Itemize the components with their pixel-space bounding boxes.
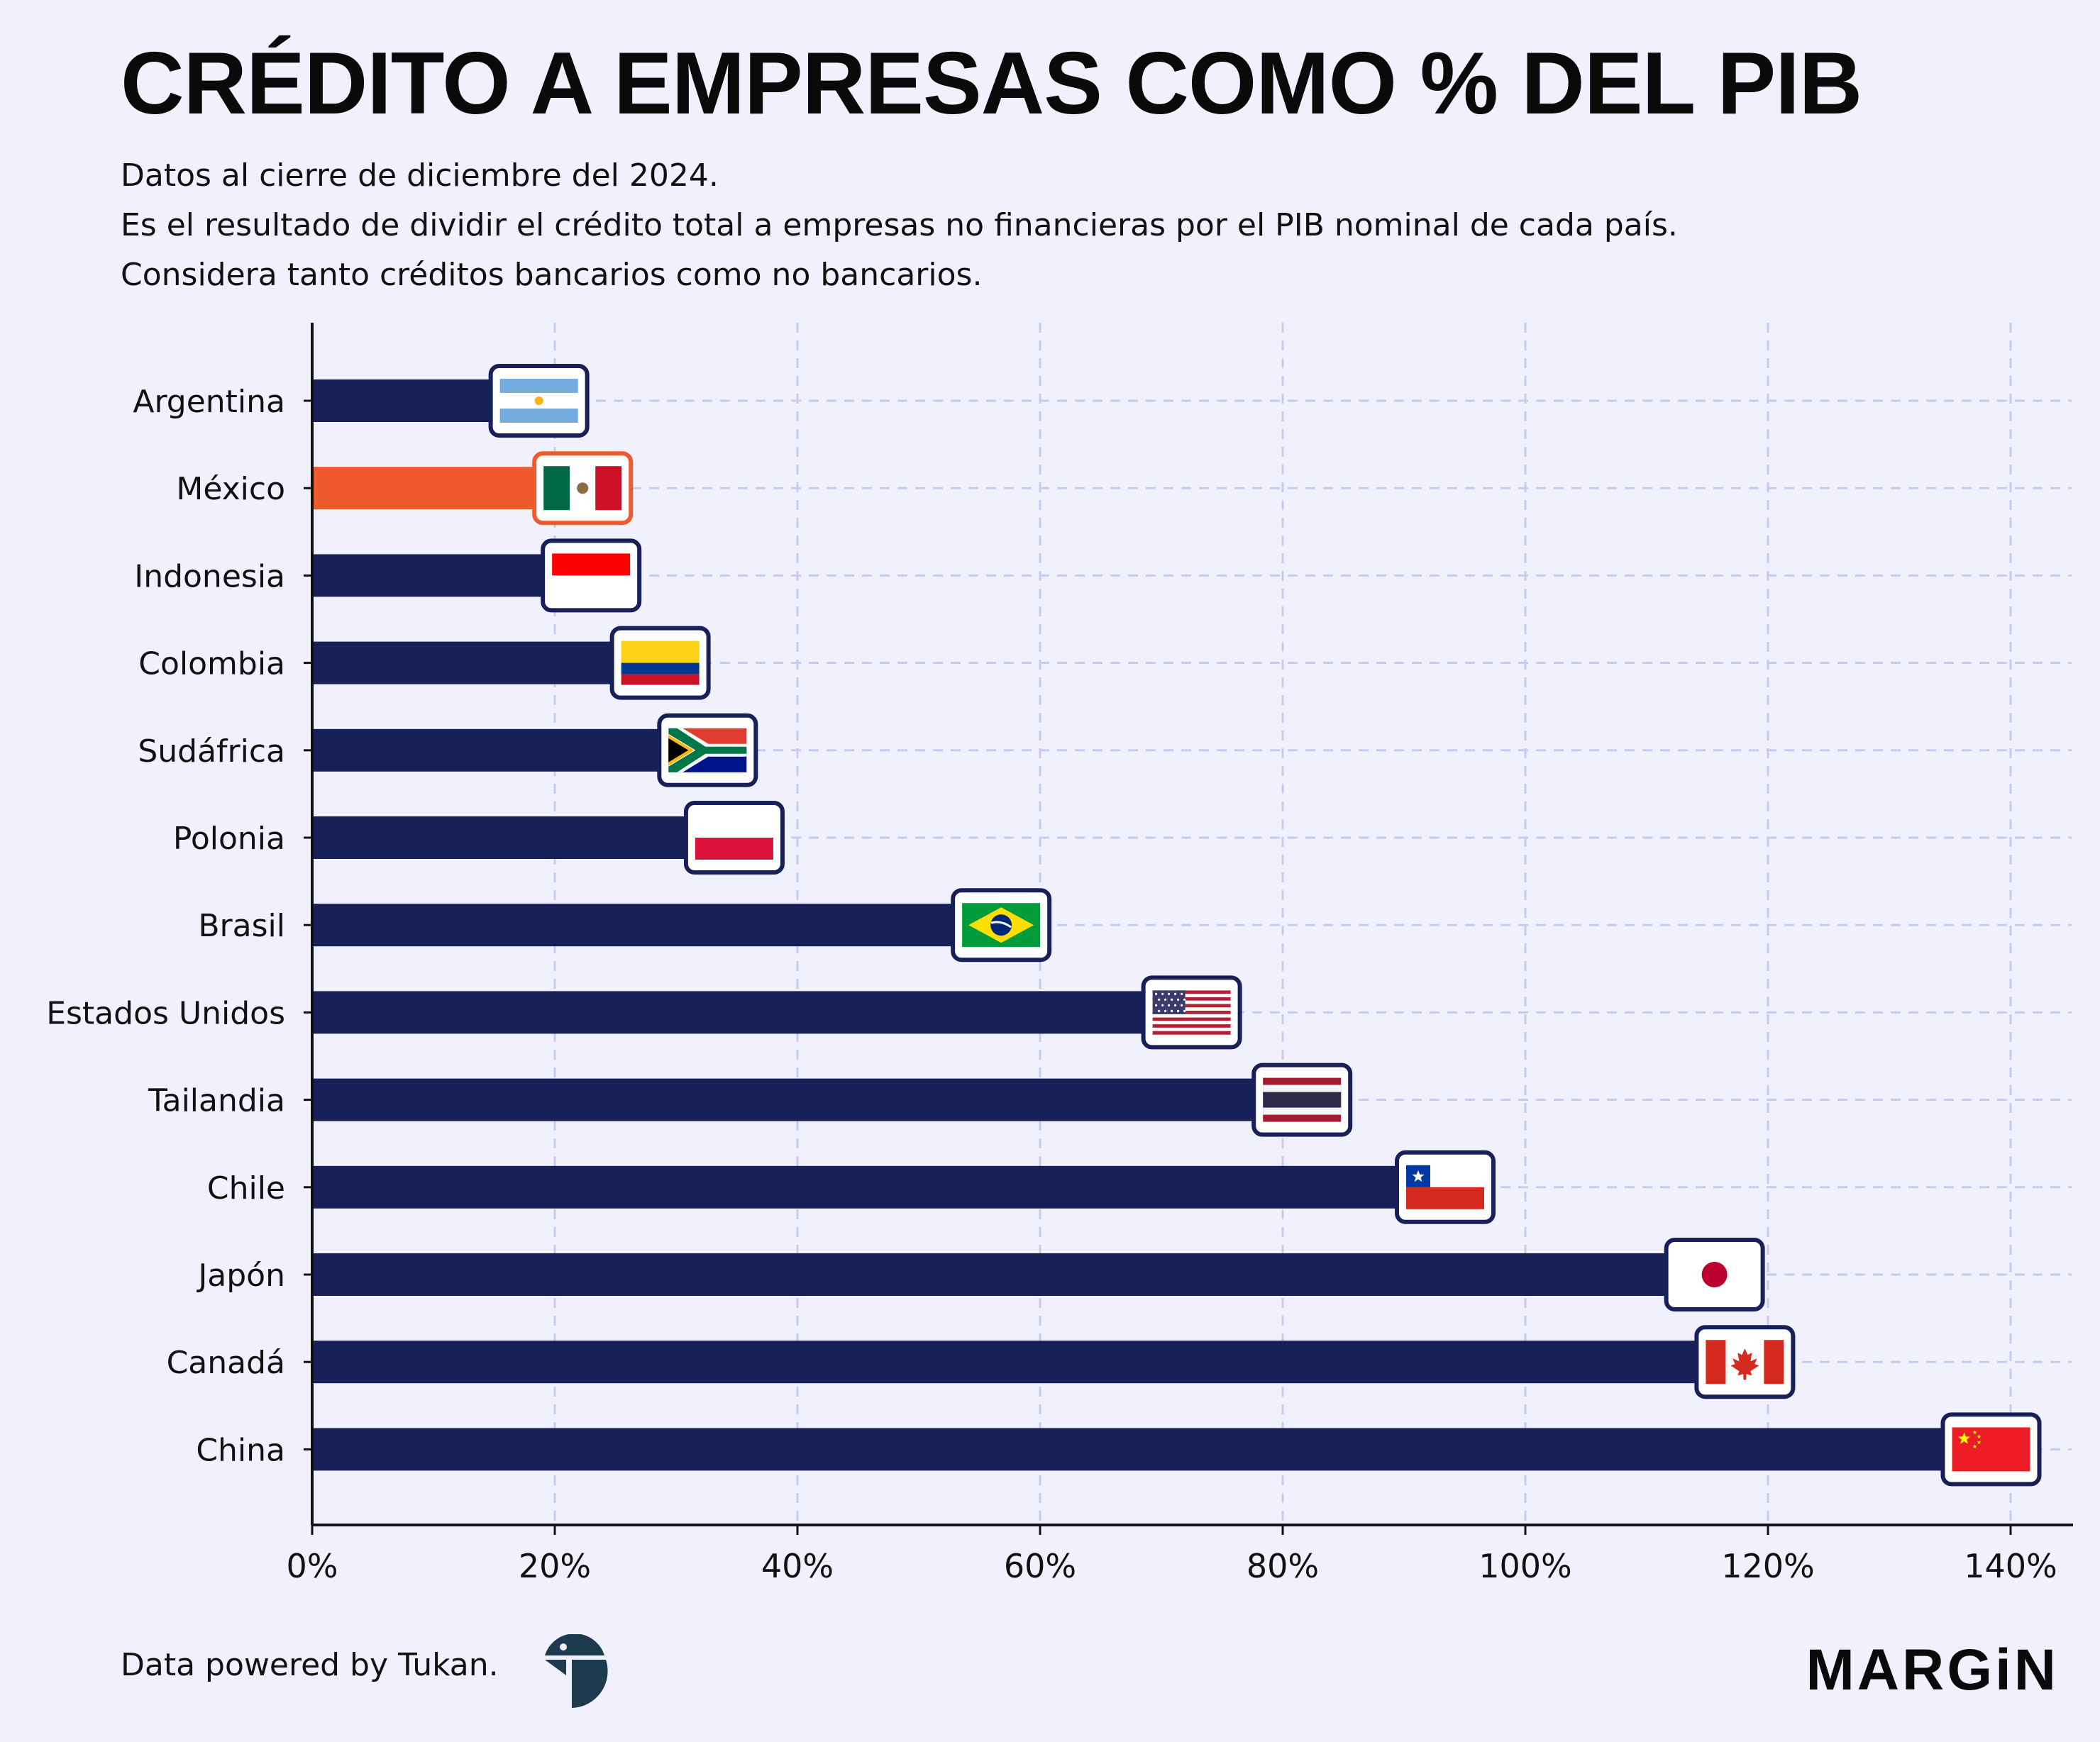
x-tick-label: 100%: [1479, 1547, 1572, 1585]
category-label: Canadá: [167, 1345, 285, 1381]
x-tick-label: 140%: [1964, 1547, 2057, 1585]
flag-badge-usa-flag: [1141, 975, 1242, 1050]
indonesia-flag-icon: [552, 553, 631, 598]
axis-layer: Argentina México Indonesia Colombia Sudáfric…: [46, 323, 2073, 1585]
flag-badge-mexico-flag: [532, 451, 634, 526]
poland-flag-icon: [695, 816, 773, 860]
brazil-flag-icon: [962, 903, 1041, 948]
bar-6: [312, 904, 961, 947]
bar-8: [312, 1078, 1261, 1121]
subtitle-scope: Considera tanto créditos bancarios como …: [121, 257, 983, 293]
x-tick-label: 60%: [1004, 1547, 1076, 1585]
bar-11: [312, 1341, 1704, 1384]
flag-badge-south-africa-flag: [657, 713, 758, 787]
category-label: Polonia: [173, 821, 285, 857]
category-label: Chile: [207, 1170, 285, 1206]
category-label: Argentina: [133, 384, 285, 420]
category-label: Brasil: [198, 908, 285, 944]
flag-badge-china-flag: [1940, 1412, 2042, 1487]
x-tick-label: 20%: [519, 1547, 591, 1585]
bar-10: [312, 1253, 1674, 1296]
bar-4: [312, 728, 667, 772]
tukan-logo-icon: [545, 1634, 608, 1708]
bar-2: [312, 554, 551, 597]
flag-badge-japan-flag: [1664, 1238, 1765, 1311]
canada-flag-icon: [1706, 1340, 1784, 1385]
flag-badge-brazil-flag: [951, 888, 1052, 962]
chart-title: CRÉDITO A EMPRESAS COMO % DEL PIB: [121, 35, 1862, 133]
flag-badge-chile-flag: [1395, 1150, 1496, 1224]
thailand-flag-icon: [1263, 1077, 1342, 1122]
x-tick-label: 0%: [287, 1547, 338, 1585]
flag-badge-poland-flag: [683, 801, 785, 875]
category-label: Sudáfrica: [138, 733, 285, 770]
flags-layer: [488, 364, 2042, 1487]
flag-badge-thailand-flag: [1251, 1063, 1353, 1137]
flag-badge-argentina-flag: [488, 364, 590, 438]
category-label: China: [196, 1432, 285, 1468]
x-tick-label: 40%: [761, 1547, 834, 1585]
category-label: Japón: [196, 1258, 285, 1294]
mexico-flag-icon: [543, 466, 622, 511]
bar-9: [312, 1165, 1404, 1209]
x-tick-label: 120%: [1721, 1547, 1815, 1585]
subtitle-definition: Es el resultado de dividir el crédito to…: [121, 207, 1678, 243]
south-africa-flag-icon: [668, 728, 747, 772]
bar-0: [312, 379, 498, 422]
category-label: Tailandia: [148, 1083, 285, 1119]
bar-7: [312, 991, 1151, 1034]
category-label: Estados Unidos: [46, 995, 285, 1031]
china-flag-icon: [1952, 1427, 2030, 1472]
bar-12: [312, 1428, 1950, 1471]
category-label: Colombia: [138, 646, 285, 682]
colombia-flag-icon: [621, 640, 700, 685]
data-source-credit: Data powered by Tukan.: [121, 1647, 499, 1683]
argentina-flag-icon: [499, 379, 578, 423]
bar-1: [312, 467, 542, 510]
flag-badge-colombia-flag: [609, 626, 711, 700]
usa-flag-icon: [1152, 990, 1231, 1035]
x-tick-label: 80%: [1247, 1547, 1319, 1585]
subtitle-date: Datos al cierre de diciembre del 2024.: [121, 157, 719, 194]
flag-badge-indonesia-flag: [541, 538, 642, 613]
bar-chart: Argentina México Indonesia Colombia Sudáfric…: [46, 323, 2073, 1585]
category-label: México: [176, 471, 285, 507]
bar-3: [312, 641, 619, 684]
category-label: Indonesia: [134, 558, 285, 594]
bars-layer: [312, 379, 1950, 1471]
japan-flag-icon: [1675, 1253, 1754, 1297]
margin-brand-logo: MARGiN: [1806, 1638, 2059, 1702]
bar-5: [312, 816, 693, 859]
flag-badge-canada-flag: [1694, 1325, 1796, 1399]
chile-flag-icon: [1406, 1165, 1484, 1209]
